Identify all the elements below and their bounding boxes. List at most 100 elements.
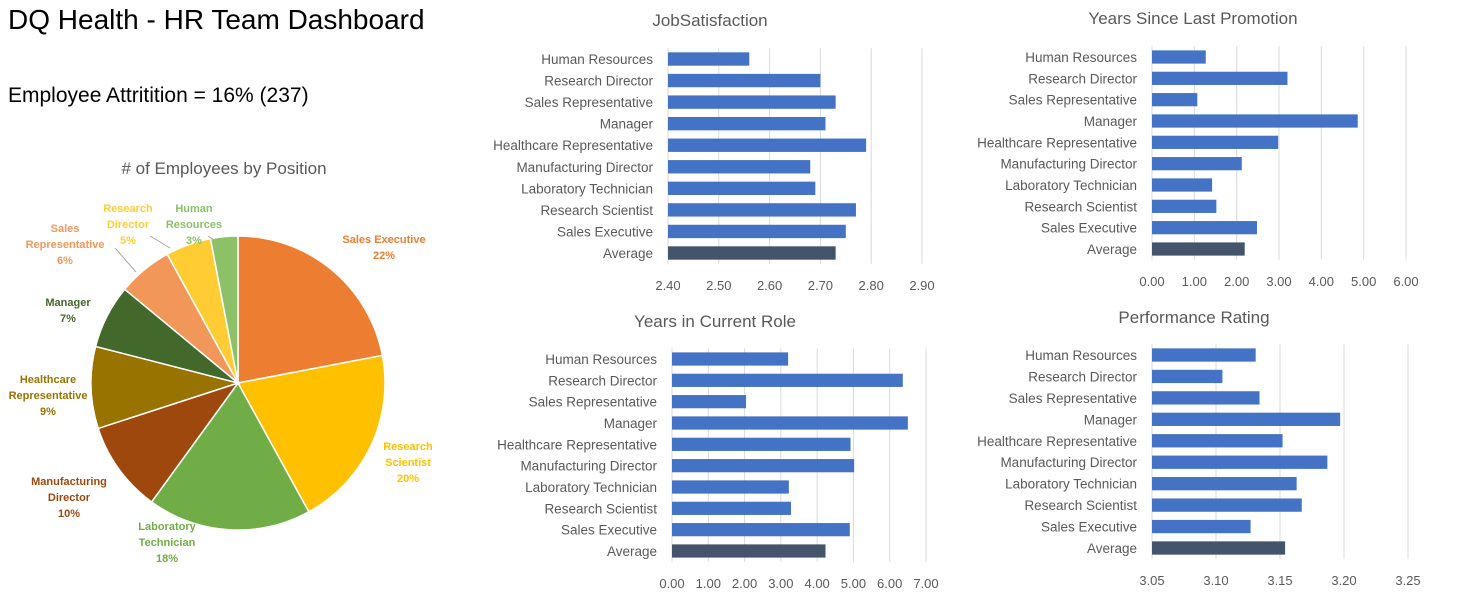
category-label: Sales Representative [1009, 391, 1137, 406]
x-tick-label: 6.00 [877, 576, 902, 591]
bar-sales-executive [672, 523, 850, 537]
category-label: Laboratory Technician [525, 480, 657, 495]
bar-sales-executive [1152, 519, 1251, 534]
chart-title: JobSatisfaction [652, 11, 767, 30]
x-tick-label: 2.00 [1224, 274, 1249, 289]
pie-label-manager: Manager 7% [45, 297, 91, 325]
x-tick-label: 5.00 [1351, 274, 1376, 289]
bar-laboratory-technician [1152, 477, 1297, 491]
category-label: Research Scientist [1024, 199, 1137, 214]
bar-laboratory-technician [672, 480, 789, 494]
bar-human-resources [668, 52, 750, 66]
bar-manager [1152, 114, 1358, 128]
chart-title: Years Since Last Promotion [1088, 9, 1297, 28]
bar-average [668, 246, 836, 260]
category-label: Healthcare Representative [493, 138, 653, 153]
category-label: Average [607, 544, 657, 559]
x-tick-label: 0.00 [659, 576, 684, 591]
bar-research-scientist [1152, 199, 1217, 213]
category-label: Healthcare Representative [497, 437, 657, 452]
bar-manufacturing-director [672, 459, 855, 473]
category-label: Manager [604, 416, 658, 431]
category-label: Manager [1084, 412, 1138, 427]
bar-chart-jobsatisfaction: JobSatisfaction 2.40 2.50 2.60 2.70 2.80 2.90 H… [493, 11, 935, 293]
pie-leader-line [149, 235, 171, 249]
x-tick-label: 2.50 [706, 278, 731, 293]
category-label: Research Scientist [544, 501, 657, 516]
chart-title: Years in Current Role [634, 312, 796, 331]
x-tick-label: 4.00 [804, 576, 829, 591]
bar-healthcare-representative [1152, 434, 1283, 448]
x-tick-label: 1.00 [696, 576, 721, 591]
bar-chart-years-since-last-promotion: Years Since Last Promotion 0.00 1.00 2.00 3.… [977, 9, 1419, 289]
bar-research-director [1152, 369, 1223, 384]
bar-sales-executive [668, 224, 846, 239]
pie-chart: # of Employees by Position Sales Executiv… [9, 159, 433, 565]
pie-label-sales-executive: Sales Executive 22% [342, 234, 425, 262]
x-tick-label: 3.15 [1267, 573, 1292, 588]
bar-sales-representative [1152, 93, 1198, 107]
bar-manufacturing-director [1152, 157, 1242, 171]
pie-leader-line [207, 235, 215, 241]
bar-sales-representative [672, 395, 747, 409]
bar-research-director [668, 73, 821, 88]
x-tick-label: 2.70 [808, 278, 833, 293]
bar-manager [668, 116, 826, 131]
category-label: Manufacturing Director [516, 160, 653, 175]
category-label: Manager [1084, 114, 1138, 129]
x-tick-label: 2.00 [732, 576, 757, 591]
pie-leader-line [114, 247, 137, 273]
bar-average [1152, 541, 1286, 555]
x-tick-label: 3.25 [1395, 573, 1420, 588]
category-label: Average [603, 246, 653, 261]
x-tick-label: 4.00 [1309, 274, 1334, 289]
x-tick-label: 2.80 [859, 278, 884, 293]
bar-healthcare-representative [672, 437, 851, 451]
x-tick-label: 3.20 [1331, 573, 1356, 588]
bar-sales-representative [668, 95, 836, 109]
category-label: Sales Executive [1041, 520, 1137, 535]
x-tick-label: 3.00 [1266, 274, 1291, 289]
pie-slice-sales-executive [237, 235, 384, 384]
bar-healthcare-representative [668, 138, 867, 152]
category-label: Sales Representative [1009, 93, 1137, 108]
category-label: Sales Executive [561, 523, 657, 538]
category-label: Manufacturing Director [1000, 157, 1137, 172]
bar-chart-years-in-current-role: Years in Current Role 0.00 1.00 2.00 3.00 4.0… [497, 312, 939, 591]
bar-chart-performance-rating: Performance Rating 3.05 3.10 3.15 3.20 3.25 Hu… [977, 308, 1421, 588]
category-label: Research Director [1028, 71, 1137, 86]
pie-label-laboratory-technician: Laboratory Technician 18% [138, 521, 196, 565]
pie-slice-human-resources [209, 235, 239, 384]
bar-research-scientist [668, 203, 856, 217]
bar-human-resources [672, 352, 789, 366]
category-label: Sales Executive [557, 224, 653, 239]
category-label: Laboratory Technician [521, 181, 653, 196]
x-tick-label: 2.40 [655, 278, 680, 293]
category-label: Average [1087, 242, 1137, 257]
x-tick-label: 2.60 [757, 278, 782, 293]
category-label: Manager [600, 117, 654, 132]
category-label: Research Director [548, 373, 657, 388]
bar-manufacturing-director [668, 160, 811, 174]
bar-research-director [1152, 71, 1288, 85]
pie-title: # of Employees by Position [121, 159, 326, 178]
bar-laboratory-technician [1152, 178, 1213, 192]
x-tick-label: 3.05 [1139, 573, 1164, 588]
x-tick-label: 3.00 [768, 576, 793, 591]
bar-healthcare-representative [1152, 135, 1279, 149]
bar-human-resources [1152, 348, 1256, 362]
bar-sales-representative [1152, 391, 1260, 405]
category-label: Research Scientist [540, 203, 653, 218]
bar-manager [1152, 412, 1341, 426]
bar-laboratory-technician [668, 181, 816, 196]
category-label: Human Resources [1025, 348, 1137, 363]
attrition-summary: Employee Attritition = 16% (237) [8, 84, 309, 107]
category-label: Sales Representative [525, 95, 653, 110]
category-label: Healthcare Representative [977, 135, 1137, 150]
category-label: Human Resources [541, 52, 653, 67]
pie-label-human-resources: Human Resources 3% [166, 203, 222, 247]
x-tick-label: 0.00 [1139, 274, 1164, 289]
chart-title: Performance Rating [1118, 308, 1269, 327]
category-label: Sales Executive [1041, 221, 1137, 236]
